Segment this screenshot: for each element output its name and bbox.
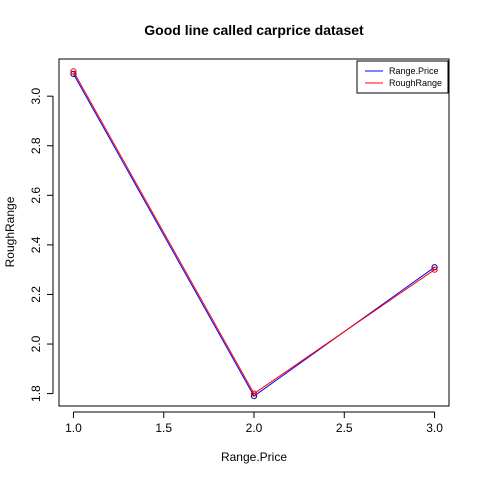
legend-label: RoughRange bbox=[389, 78, 442, 88]
series-group bbox=[71, 69, 437, 399]
x-axis-label: Range.Price bbox=[221, 450, 287, 464]
x-tick-label: 1.0 bbox=[65, 421, 82, 435]
plot-area bbox=[59, 59, 449, 406]
y-axis: 1.8 2.0 2.2 2.4 2.6 2.8 3.0 bbox=[29, 88, 53, 402]
x-tick-label: 2.0 bbox=[246, 421, 263, 435]
y-tick-label: 2.2 bbox=[29, 286, 43, 303]
y-tick-label: 1.8 bbox=[29, 385, 43, 402]
series-line bbox=[73, 74, 434, 396]
series-line bbox=[73, 71, 434, 393]
legend-label: Range.Price bbox=[389, 66, 439, 76]
y-tick-label: 2.6 bbox=[29, 187, 43, 204]
x-tick-label: 3.0 bbox=[426, 421, 443, 435]
x-tick-label: 1.5 bbox=[155, 421, 172, 435]
x-tick-label: 2.5 bbox=[336, 421, 353, 435]
x-axis: 1.0 1.5 2.0 2.5 3.0 bbox=[65, 412, 443, 435]
y-tick-label: 2.4 bbox=[29, 236, 43, 253]
series-roughrange bbox=[71, 69, 437, 396]
series-range-price bbox=[71, 71, 437, 398]
legend: Range.Price RoughRange bbox=[357, 61, 448, 93]
y-tick-label: 2.8 bbox=[29, 137, 43, 154]
y-tick-label: 2.0 bbox=[29, 335, 43, 352]
y-tick-label: 3.0 bbox=[29, 88, 43, 105]
plot-frame bbox=[59, 59, 449, 406]
y-axis-label: RoughRange bbox=[3, 196, 17, 267]
chart-title: Good line called carprice dataset bbox=[144, 22, 364, 38]
